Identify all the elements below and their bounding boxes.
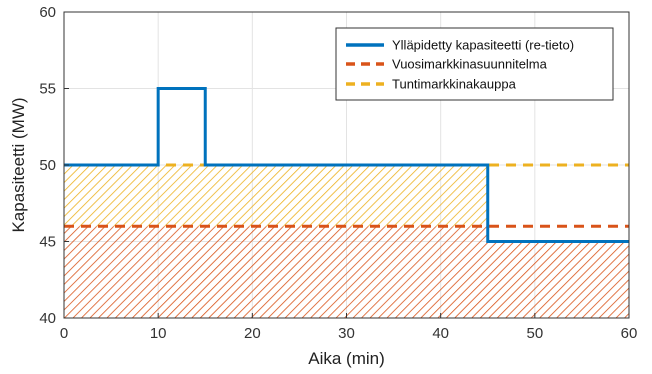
x-axis-title: Aika (min) — [308, 349, 385, 368]
legend-label-1: Ylläpidetty kapasiteetti (re-tieto) — [392, 38, 574, 53]
x-tick-label: 40 — [432, 325, 449, 342]
x-tick-label: 10 — [150, 325, 167, 342]
ticks: 0 10 20 30 40 50 60 40 45 50 55 60 — [39, 4, 637, 342]
x-tick-label: 30 — [338, 325, 355, 342]
y-axis-title: Kapasiteetti (MW) — [9, 97, 28, 232]
y-tick-label: 50 — [39, 157, 56, 174]
x-tick-label: 0 — [60, 325, 68, 342]
x-tick-label: 60 — [621, 325, 638, 342]
x-tick-label: 50 — [526, 325, 543, 342]
y-tick-label: 60 — [39, 4, 56, 21]
hatched-area-2 — [64, 165, 488, 227]
hatched-areas — [64, 165, 629, 318]
series-lines — [64, 87, 629, 243]
y-tick-label: 40 — [39, 310, 56, 327]
y-tick-label: 55 — [39, 81, 56, 98]
legend: Ylläpidetty kapasiteetti (re-tieto) Vuos… — [335, 27, 614, 101]
series-line-1 — [64, 87, 629, 243]
hatched-area-1 — [64, 226, 629, 318]
x-tick-label: 20 — [244, 325, 261, 342]
legend-label-2: Vuosimarkkinasuunnitelma — [392, 57, 548, 72]
legend-label-3: Tuntimarkkinakauppa — [392, 77, 517, 92]
y-tick-label: 45 — [39, 234, 56, 251]
